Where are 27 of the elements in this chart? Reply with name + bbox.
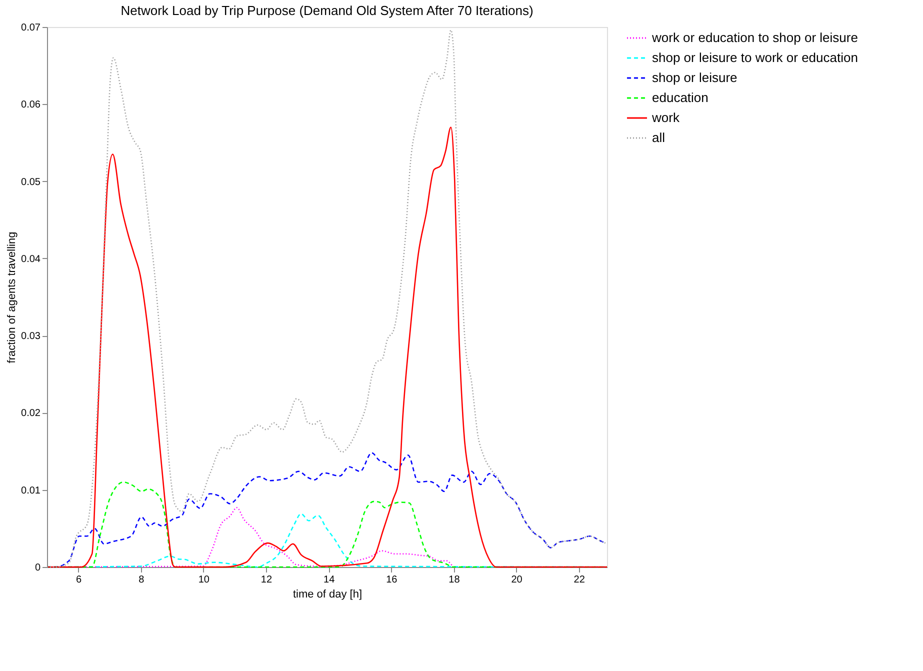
legend-label: all — [652, 130, 666, 145]
y-tick-label: 0.06 — [21, 100, 41, 111]
x-tick-label: 22 — [574, 574, 586, 586]
y-axis-title: fraction of agents travelling — [6, 232, 18, 364]
x-tick-label: 18 — [448, 574, 460, 586]
y-tick-label: 0.02 — [21, 408, 41, 420]
x-tick-label: 6 — [76, 574, 82, 586]
legend-label: shop or leisure to work or education — [652, 50, 858, 65]
legend-label: education — [652, 90, 708, 105]
x-tick-label: 20 — [511, 574, 523, 586]
y-tick-label: 0.07 — [21, 22, 41, 34]
y-tick-label: 0 — [34, 562, 41, 574]
legend-label: work — [651, 110, 680, 125]
x-tick-label: 12 — [260, 574, 272, 586]
y-tick-label: 0.03 — [21, 331, 41, 342]
legend-label: work or education to shop or leisure — [651, 30, 858, 45]
y-tick-label: 0.04 — [21, 254, 41, 265]
legend-label: shop or leisure — [652, 70, 738, 85]
y-tick-label: 0.01 — [21, 485, 41, 496]
x-tick-label: 14 — [324, 574, 336, 586]
chart-title: Network Load by Trip Purpose (Demand Old System After 70 Iterations) — [120, 3, 534, 18]
y-tick-label: 0.05 — [21, 176, 41, 188]
x-tick-label: 16 — [386, 574, 398, 586]
line-series — [46, 29, 606, 568]
x-tick-label: 8 — [138, 574, 145, 586]
x-axis-title: time of day [h] — [292, 588, 362, 600]
x-tick-label: 10 — [198, 574, 210, 586]
